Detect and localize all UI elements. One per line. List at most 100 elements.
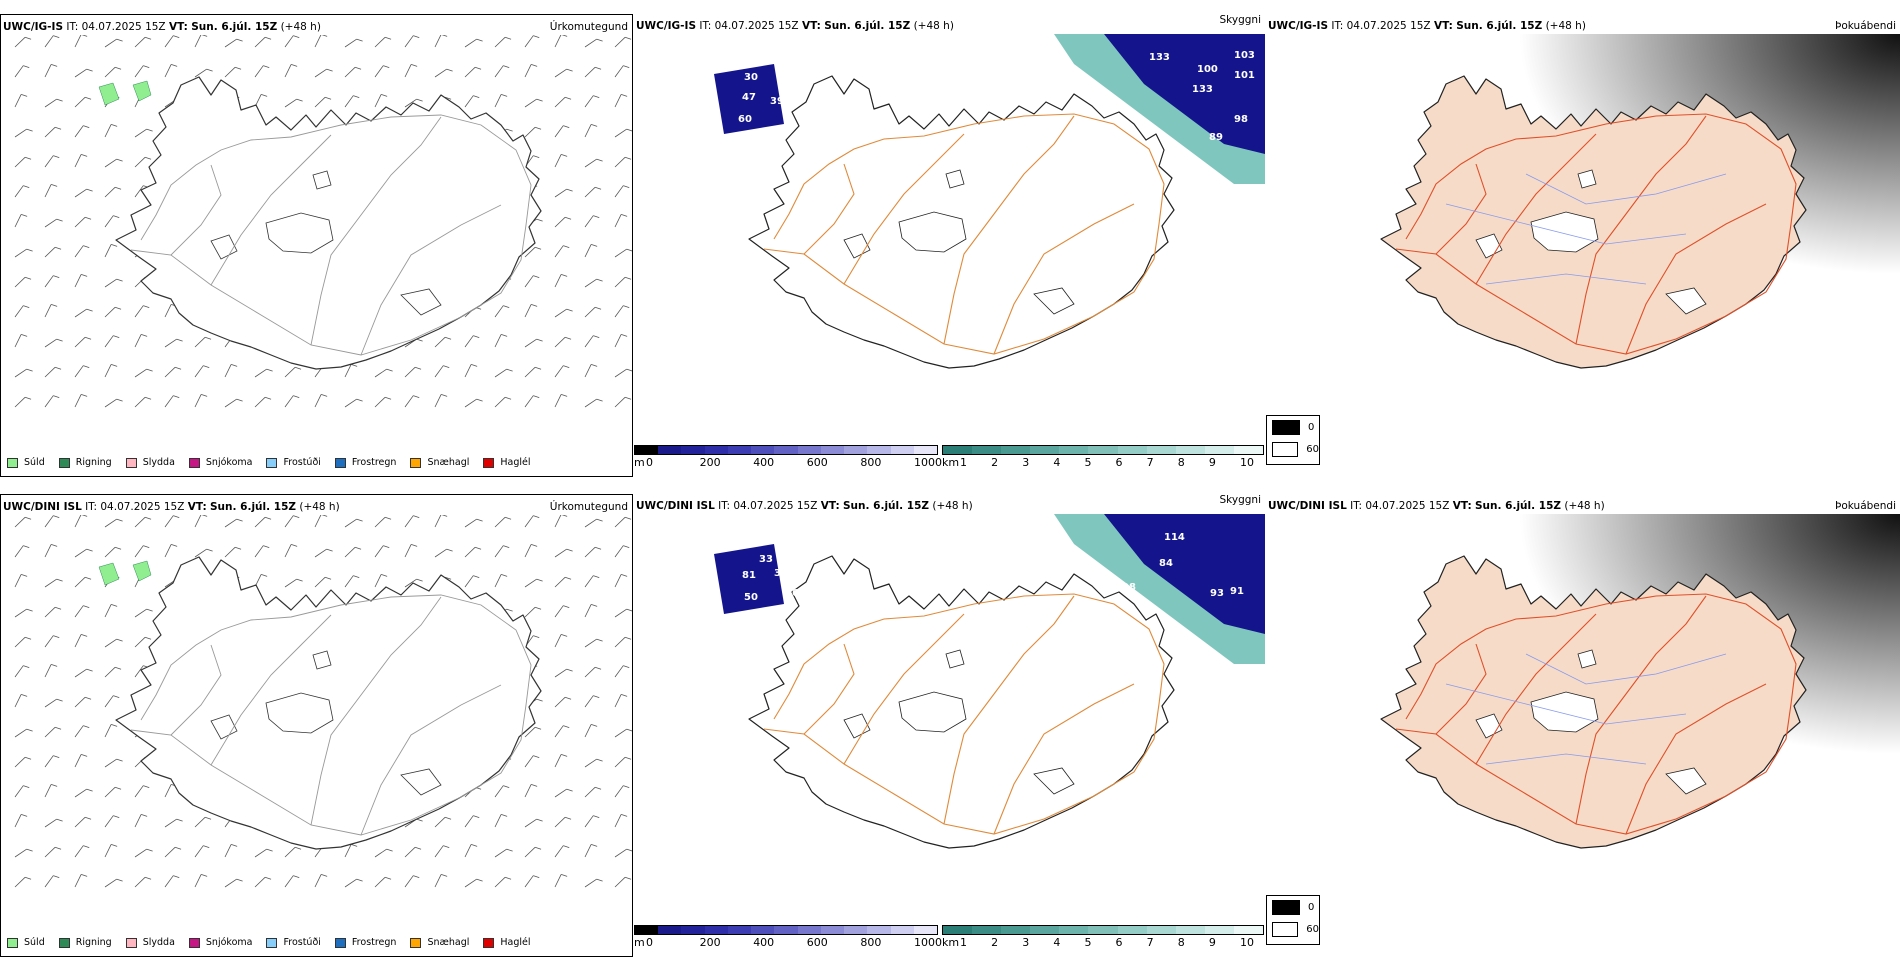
vt-label: VT:	[1433, 20, 1453, 32]
visibility-value-label: 91	[1230, 586, 1244, 597]
colorbar-tick: 9	[1208, 456, 1216, 469]
colorbar-cell	[1233, 926, 1264, 934]
colorbar-tick: 600	[806, 936, 828, 949]
legend-label: Frostúði	[283, 937, 321, 948]
init-time: 04.07.2025 15Z	[714, 20, 799, 32]
colorbar-cell	[1175, 446, 1205, 454]
colorbar-cell	[867, 926, 891, 934]
colorbar-unit: m	[634, 936, 645, 949]
precip-legend-entry: Rigning	[58, 457, 112, 468]
colorbar-tick: 9	[1208, 936, 1216, 949]
field-name: Þokuábendi	[1835, 20, 1896, 32]
colorbar-cell	[1146, 446, 1176, 454]
panel-title: UWC/DINI ISL IT: 04.07.2025 15Z VT: Sun.…	[1268, 500, 1605, 512]
panel-title: UWC/IG-IS IT: 04.07.2025 15Z VT: Sun. 6.…	[3, 21, 321, 33]
legend-swatch	[58, 937, 70, 948]
precip-legend-entry: Slydda	[125, 937, 175, 948]
legend-swatch	[1272, 921, 1299, 937]
colorbar-cell	[943, 446, 973, 454]
colorbar-tick: 10	[1240, 456, 1254, 469]
colorbar-tick: 5	[1084, 456, 1092, 469]
visibility-panel-ig-is: UWC/IG-IS IT: 04.07.2025 15Z VT: Sun. 6.…	[634, 14, 1265, 477]
valid-time: Sun. 6.júl. 15Z	[191, 21, 278, 33]
colorbar-tick: 200	[699, 936, 721, 949]
legend-label: 60	[1306, 923, 1319, 935]
colorbar-tick: 1	[960, 936, 967, 949]
lead-time: (+48 h)	[932, 500, 973, 512]
lead-time: (+48 h)	[913, 20, 954, 32]
field-name: Þokuábendi	[1835, 500, 1896, 512]
colorbar-cell	[727, 446, 752, 454]
visibility-colorbar: km 1 2 3 4 5 6 7 8 9 10	[942, 445, 1264, 471]
colorbar-tick: 400	[753, 936, 775, 949]
colorbar-tick: 4	[1053, 936, 1061, 949]
visibility-value-label: 100	[1197, 64, 1218, 75]
visibility-value-label: 39	[770, 96, 784, 107]
colorbar-tick: 3	[1022, 456, 1030, 469]
legend-swatch	[7, 937, 18, 948]
fog-legend-entry: 0	[1267, 896, 1319, 918]
colorbar-tick: 800	[860, 456, 882, 469]
fog-legend-entry: 0	[1267, 416, 1319, 438]
init-time: 04.07.2025 15Z	[100, 501, 185, 513]
visibility-value-label: 103	[1234, 50, 1255, 61]
colorbar-cell	[797, 446, 821, 454]
model-name: UWC/IG-IS	[3, 21, 64, 33]
colorbar-tick: 1	[960, 456, 967, 469]
legend-label: Súld	[24, 457, 45, 468]
visibility-value-label: 133	[1192, 84, 1213, 95]
legend-swatch	[1272, 899, 1300, 915]
colorbar-cell	[658, 926, 682, 934]
visibility-colorbar: km 1 2 3 4 5 6 7 8 9 10	[942, 925, 1264, 951]
colorbar-tick: 0	[646, 456, 653, 469]
panel-title: UWC/DINI ISL IT: 04.07.2025 15Z VT: Sun.…	[636, 500, 973, 512]
visibility-map: 133 100 101 103 133 98 89 30 47 39 60	[714, 34, 1265, 369]
fog-legend-entry: 60	[1267, 918, 1319, 940]
precip-legend-entry: Súld	[7, 937, 45, 948]
legend-label: Frostregn	[351, 457, 397, 468]
colorbar-cell	[1030, 926, 1060, 934]
visibility-value-label: 114	[1164, 532, 1185, 543]
valid-time: Sun. 6.júl. 15Z	[843, 500, 929, 512]
legend-label: 0	[1308, 901, 1315, 913]
colorbar-cell	[1001, 926, 1031, 934]
valid-time: Sun. 6.júl. 15Z	[824, 20, 911, 32]
precip-legend-entry: Snjókoma	[188, 457, 252, 468]
colorbar-cell	[890, 446, 914, 454]
init-time: 04.07.2025 15Z	[733, 500, 818, 512]
colorbar-cell	[972, 446, 1002, 454]
colorbar-cell	[658, 446, 682, 454]
legend-swatch	[58, 457, 70, 468]
legend-swatch	[410, 457, 422, 468]
visibility-value-label: 81	[742, 570, 756, 581]
visibility-value-label: 47	[742, 92, 756, 103]
colorbar-cell	[820, 446, 845, 454]
field-name: Úrkomutegund	[549, 21, 628, 33]
colorbar-cell	[913, 446, 938, 454]
colorbar-cell	[681, 926, 705, 934]
it-label: IT:	[718, 500, 731, 512]
model-name: UWC/DINI ISL	[1268, 500, 1347, 512]
legend-swatch	[266, 937, 278, 948]
colorbar-cell	[1059, 926, 1089, 934]
legend-swatch	[266, 457, 278, 468]
legend-label: Snæhagl	[427, 457, 470, 468]
colorbar-cell	[820, 926, 845, 934]
legend-label: Snæhagl	[427, 937, 470, 948]
precip-legend-entry: Haglél	[483, 937, 531, 948]
colorbar-cell	[844, 446, 868, 454]
colorbar-cell	[704, 926, 728, 934]
visibility-value-label: 101	[1234, 70, 1255, 81]
colorbar-cell	[844, 926, 868, 934]
colorbar-unit: km	[942, 456, 960, 469]
colorbar-tick: 600	[806, 456, 828, 469]
colorbar-cell	[1175, 926, 1205, 934]
panel-title: UWC/IG-IS IT: 04.07.2025 15Z VT: Sun. 6.…	[636, 20, 954, 32]
legend-label: Súld	[24, 937, 45, 948]
precip-legend-entry: Frostregn	[334, 937, 396, 948]
colorbar-cell	[774, 446, 798, 454]
legend-swatch	[125, 457, 137, 468]
colorbar-cell	[751, 446, 775, 454]
vt-label: VT:	[187, 501, 207, 513]
fog-map	[1266, 34, 1900, 434]
